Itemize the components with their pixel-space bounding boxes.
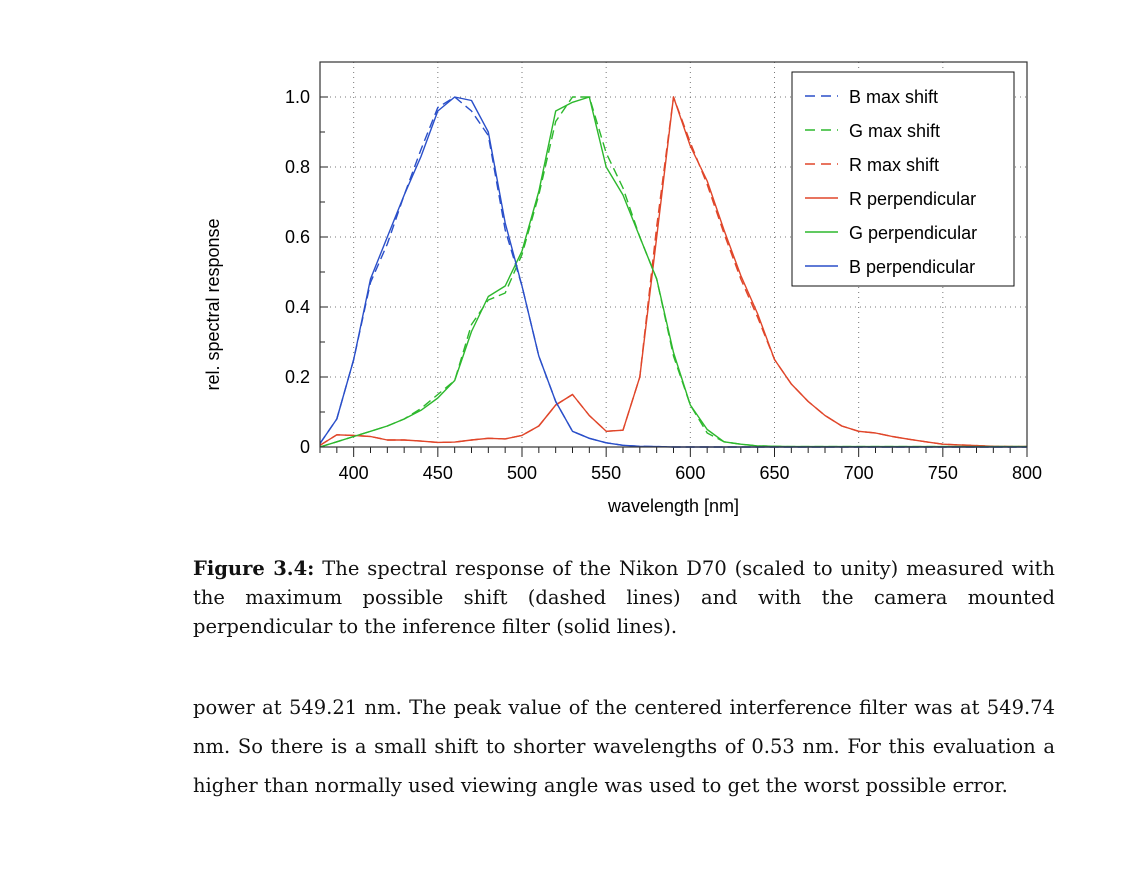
x-tick-label: 450 bbox=[423, 463, 453, 483]
y-tick-label: 0.8 bbox=[285, 157, 310, 177]
legend-label: R max shift bbox=[849, 155, 939, 175]
legend-label: B perpendicular bbox=[849, 257, 975, 277]
figure-caption: Figure 3.4: The spectral response of the… bbox=[193, 554, 1055, 641]
x-tick-label: 800 bbox=[1012, 463, 1042, 483]
series-line-g-max-shift bbox=[319, 96, 1027, 448]
series-line-r-perpendicular bbox=[319, 96, 1027, 448]
y-tick-label: 0 bbox=[300, 437, 310, 457]
legend-label: B max shift bbox=[849, 87, 938, 107]
spectral-response-chart: 400 450 500 550 600 650 700 750 800 0 0.2 0.4 0.6 0.8… bbox=[203, 61, 1042, 516]
x-tick-label: 400 bbox=[339, 463, 369, 483]
legend-box bbox=[791, 71, 1015, 287]
legend-label: R perpendicular bbox=[849, 189, 976, 209]
y-axis-label: rel. spectral response bbox=[203, 218, 223, 390]
x-tick-label: 550 bbox=[591, 463, 621, 483]
body-paragraph: power at 549.21 nm. The peak value of th… bbox=[193, 696, 1055, 797]
body-text: power at 549.21 nm. The peak value of th… bbox=[193, 688, 1055, 805]
y-tick-label: 0.4 bbox=[285, 297, 310, 317]
y-tick-label: 0.6 bbox=[285, 227, 310, 247]
plot-frame bbox=[319, 61, 1028, 448]
legend-label: G max shift bbox=[849, 121, 940, 141]
legend-label: G perpendicular bbox=[849, 223, 977, 243]
x-tick-label: 500 bbox=[507, 463, 537, 483]
x-tick-label: 700 bbox=[844, 463, 874, 483]
figure-caption-text: The spectral response of the Nikon D70 (… bbox=[193, 557, 1055, 638]
x-tick-label: 600 bbox=[675, 463, 705, 483]
x-tick-label: 650 bbox=[759, 463, 789, 483]
x-axis-label: wavelength [nm] bbox=[607, 496, 739, 516]
y-tick-label: 0.2 bbox=[285, 367, 310, 387]
figure-label: Figure 3.4: bbox=[193, 557, 315, 580]
x-tick-label: 750 bbox=[928, 463, 958, 483]
y-tick-label: 1.0 bbox=[285, 87, 310, 107]
